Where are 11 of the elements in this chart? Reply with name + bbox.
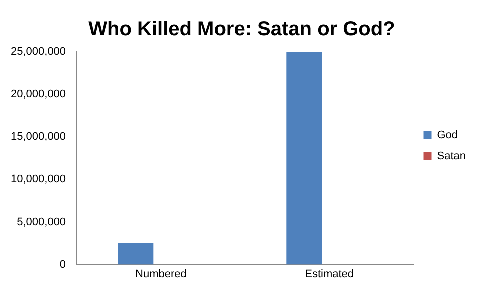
legend-label: God bbox=[437, 130, 458, 142]
y-tick-label: 10,000,000 bbox=[10, 174, 66, 186]
y-tick-label: 15,000,000 bbox=[10, 131, 66, 144]
legend-label: Satan bbox=[437, 150, 466, 163]
chart-title: Who Killed More: Satan or God? bbox=[88, 18, 396, 41]
x-tick-label: Estimated bbox=[305, 268, 354, 280]
y-tick-label: 0 bbox=[60, 258, 66, 271]
y-tick-label: 25,000,000 bbox=[10, 46, 66, 58]
x-tick-label: Numbered bbox=[136, 268, 187, 280]
y-tick-label: 5,000,000 bbox=[17, 216, 66, 228]
y-tick-label: 20,000,000 bbox=[10, 88, 66, 101]
